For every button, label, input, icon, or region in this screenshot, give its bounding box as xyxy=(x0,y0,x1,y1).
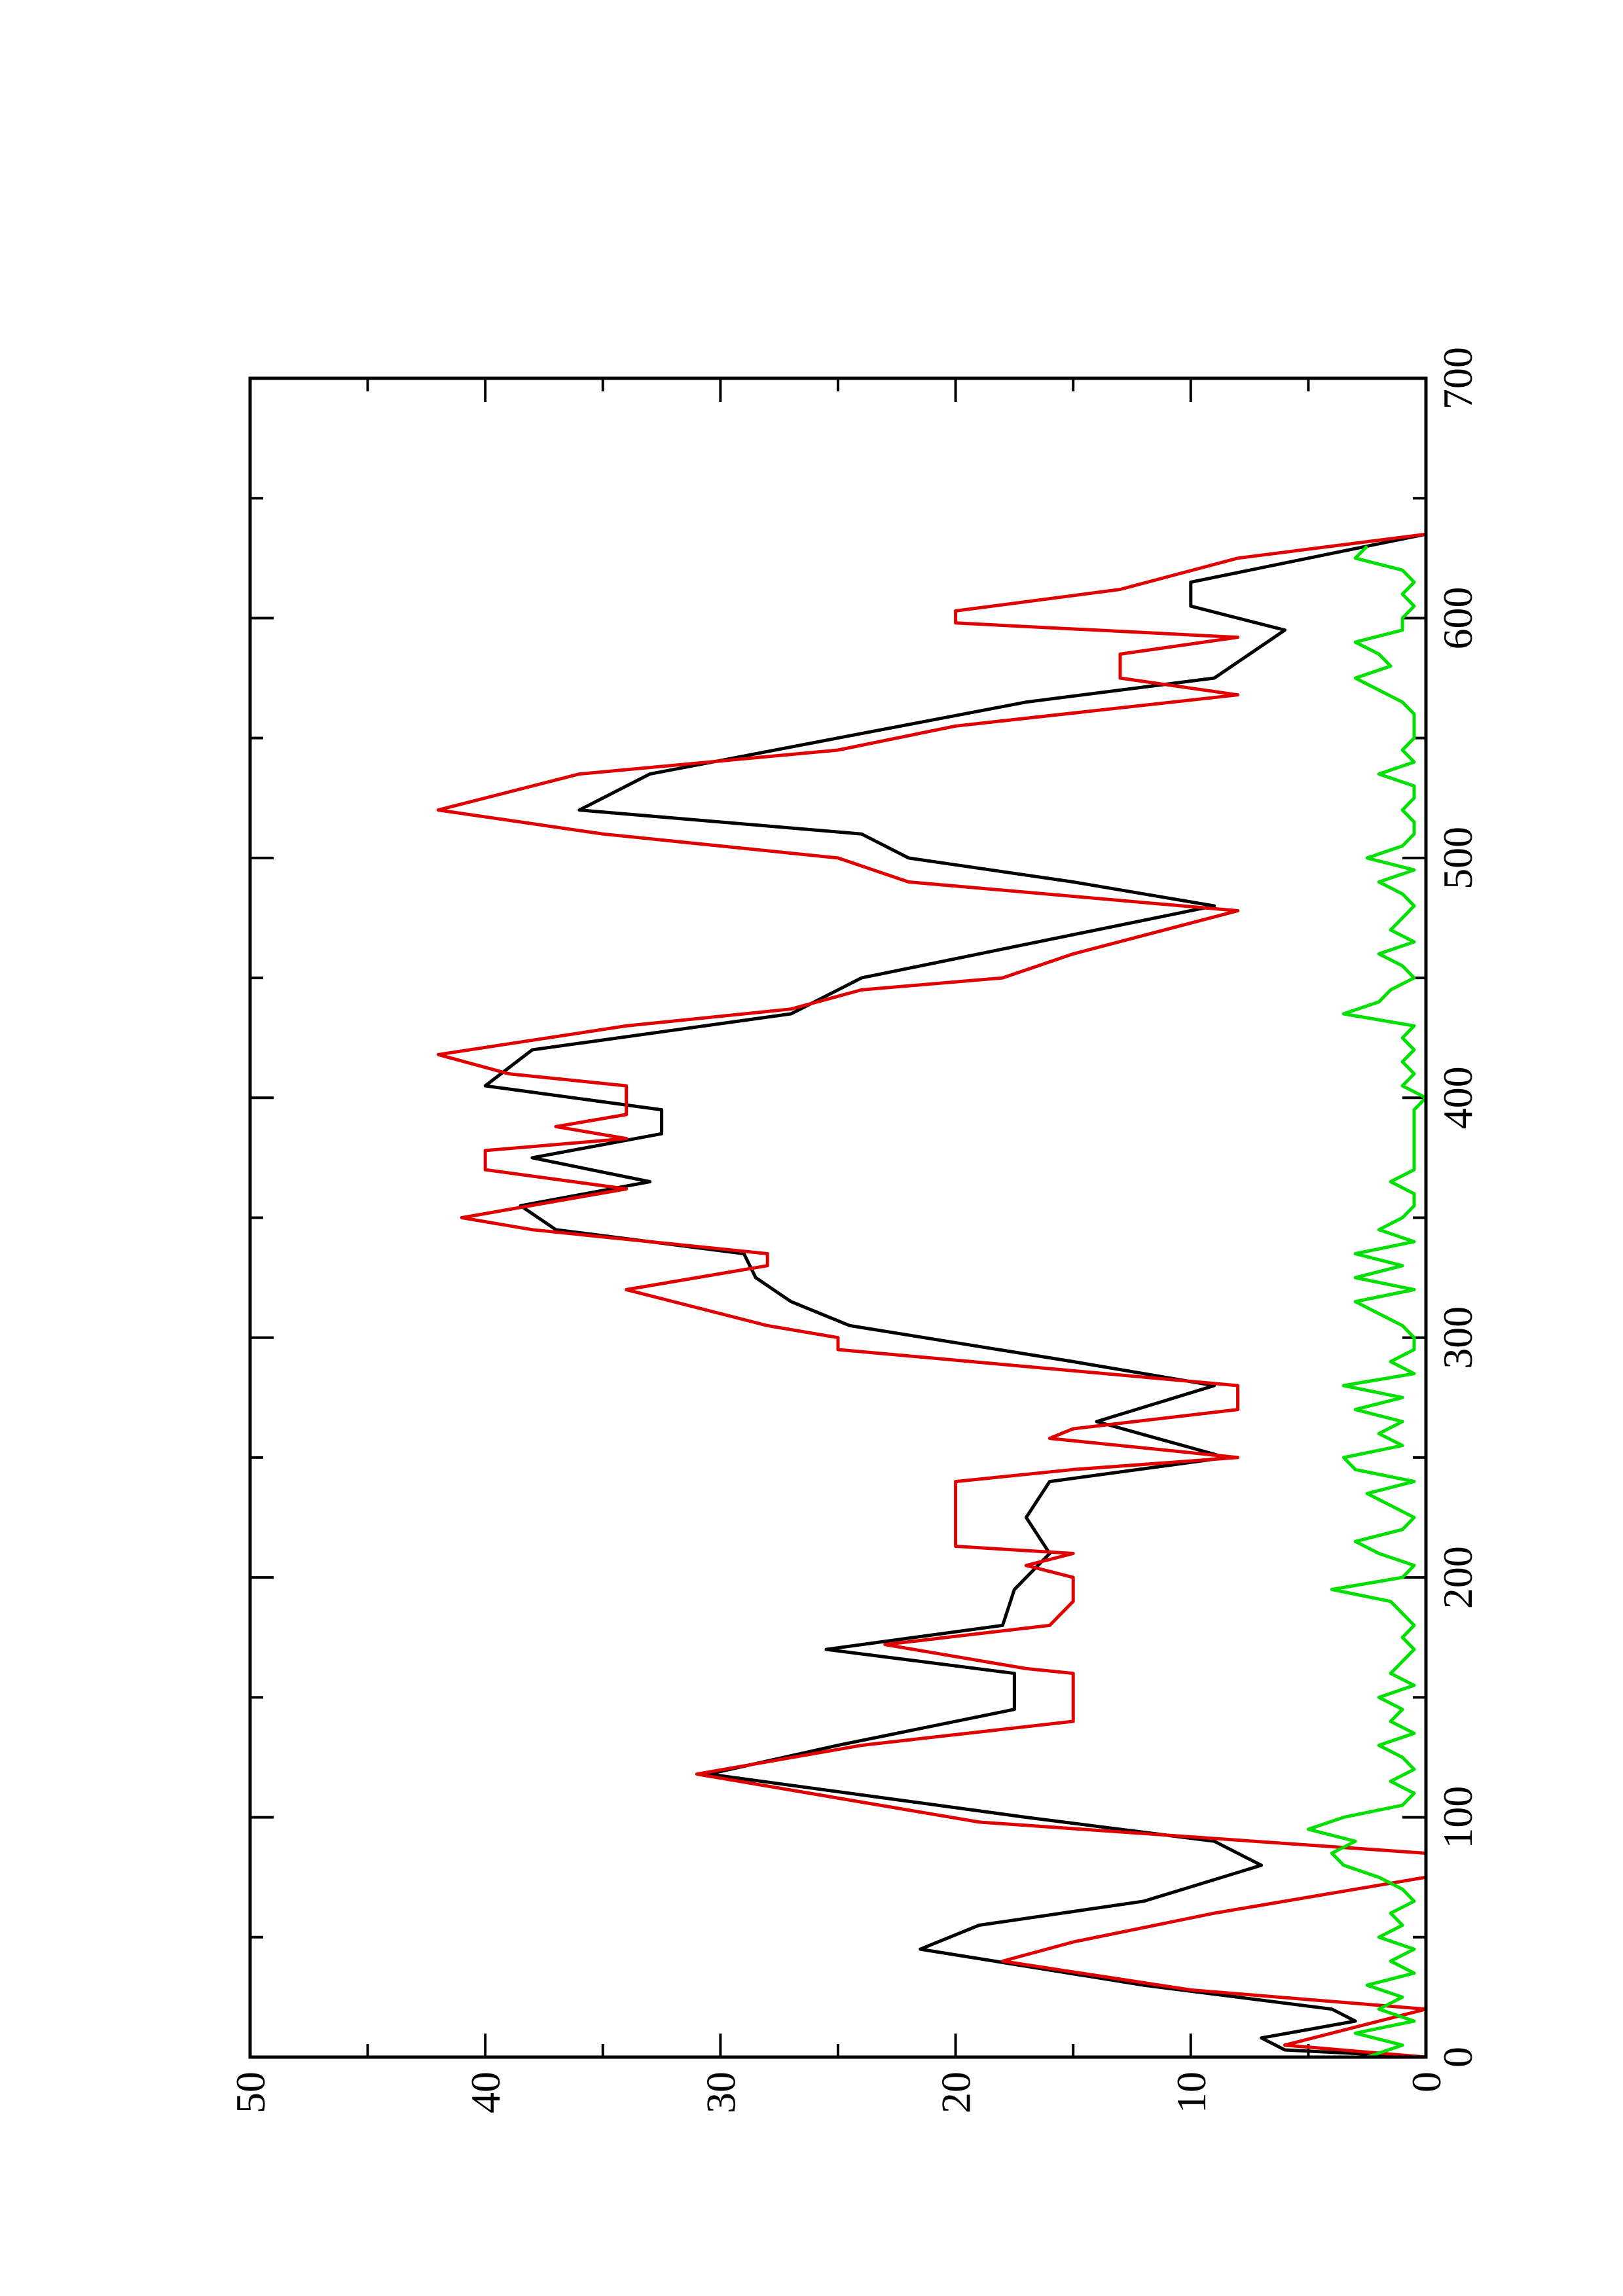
plot-frame xyxy=(248,376,1428,2059)
x-tick-label: 700 xyxy=(1434,347,1481,410)
plot-area: 0 100 200 300 400 500 600 700 0 10 20 30 40 50 xyxy=(227,347,1481,2113)
x-tick-label: 200 xyxy=(1434,1546,1481,1609)
x-tick-label: 300 xyxy=(1434,1306,1481,1369)
y-tick-label: 0 xyxy=(1403,2072,1450,2092)
x-tick-label: 400 xyxy=(1434,1066,1481,1129)
y-tick-label: 30 xyxy=(697,2072,744,2113)
x-tick-label: 500 xyxy=(1434,827,1481,889)
series-line xyxy=(483,532,1427,2059)
y-tick-label: 50 xyxy=(227,2072,274,2113)
x-tick-label: 0 xyxy=(1434,2047,1481,2068)
y-tick-label: 20 xyxy=(933,2072,979,2113)
series-line xyxy=(436,532,1428,2059)
x-tick-label: 100 xyxy=(1434,1786,1481,1849)
series-line xyxy=(1306,545,1428,2059)
y-tick-label: 10 xyxy=(1168,2072,1214,2113)
y-tick-label: 40 xyxy=(462,2072,509,2113)
x-tick-label: 600 xyxy=(1434,586,1481,649)
